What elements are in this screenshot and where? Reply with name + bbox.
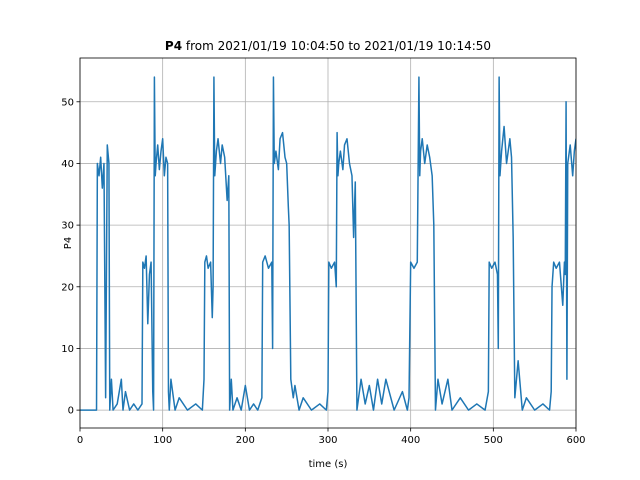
x-tick-label: 600 (566, 435, 585, 446)
y-tick-label: 10 (61, 344, 74, 355)
chart-title: P4 from 2021/01/19 10:04:50 to 2021/01/1… (165, 39, 491, 53)
x-tick-label: 500 (484, 435, 503, 446)
title-text: from 2021/01/19 10:04:50 to 2021/01/19 1… (186, 39, 491, 53)
y-tick-label: 30 (61, 221, 74, 232)
x-tick-label: 200 (236, 435, 255, 446)
x-tick-label: 0 (77, 435, 83, 446)
data-line (80, 76, 576, 411)
y-axis-label: P4 (63, 237, 74, 249)
y-tick-label: 20 (61, 282, 74, 293)
y-tick-label: 0 (68, 406, 74, 417)
x-tick-label: 400 (401, 435, 420, 446)
plot-frame (79, 57, 577, 429)
y-tick-label: 40 (61, 159, 74, 170)
title-bold: P4 (165, 39, 182, 53)
x-tick-label: 100 (153, 435, 172, 446)
x-tick-label: 300 (318, 435, 337, 446)
x-axis-label: time (s) (309, 459, 348, 470)
y-tick-label: 50 (61, 97, 74, 108)
